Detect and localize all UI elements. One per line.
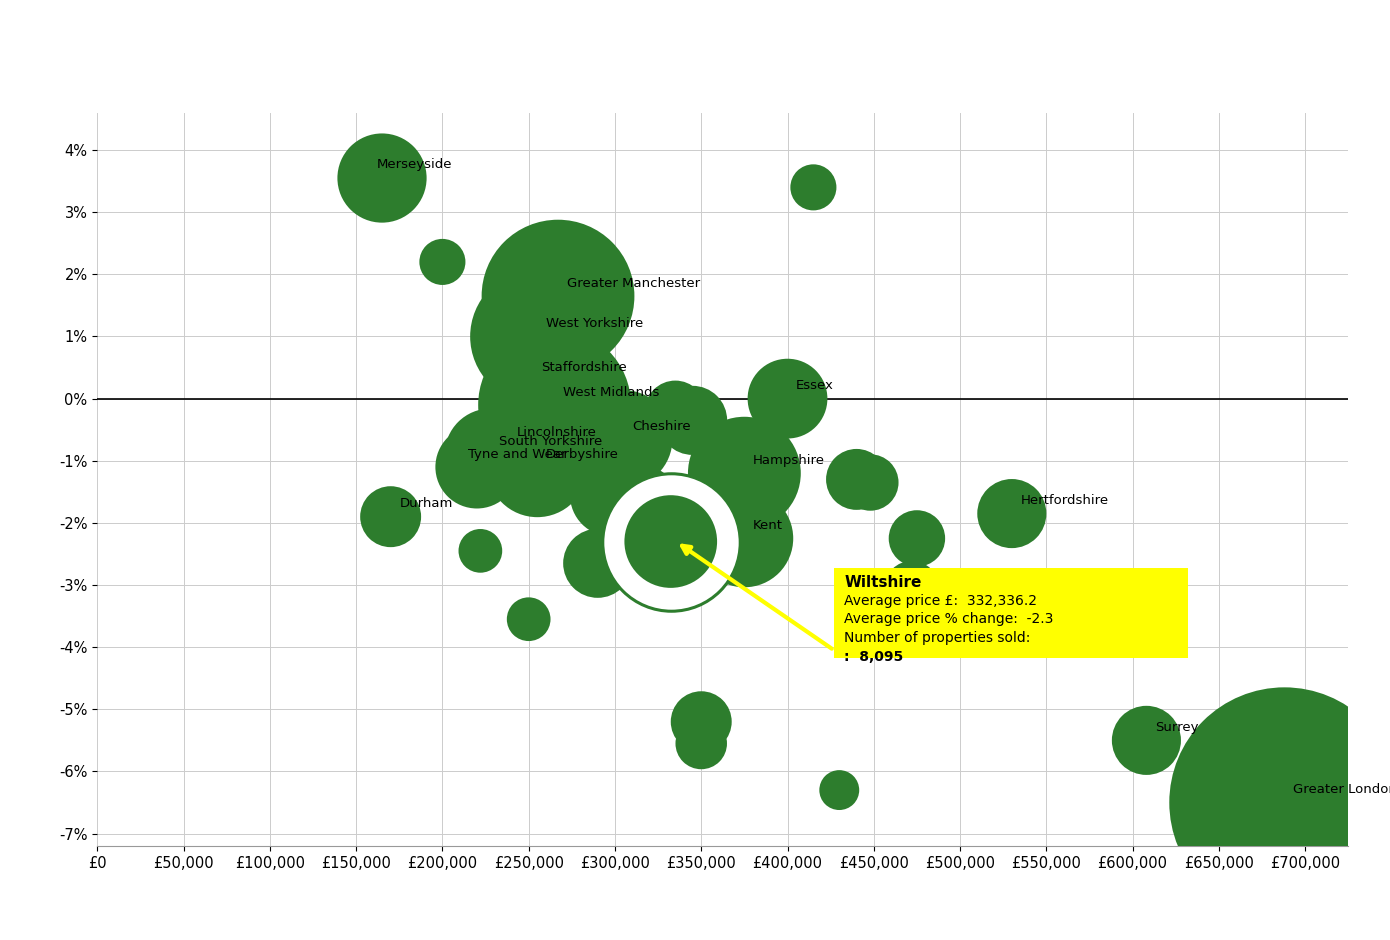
FancyBboxPatch shape: [834, 568, 1188, 658]
Point: [734, 531, 756, 546]
Point: [431, 255, 453, 270]
Point: [845, 472, 867, 487]
Point: [543, 398, 566, 413]
Text: Staffordshire: Staffordshire: [541, 361, 627, 374]
Point: [681, 413, 703, 428]
Point: [1273, 795, 1295, 810]
Text: West Yorkshire: West Yorkshire: [546, 318, 644, 330]
Point: [480, 447, 502, 462]
Point: [1136, 733, 1158, 748]
Point: [777, 391, 799, 406]
Text: Wiltshire: Wiltshire: [845, 575, 922, 590]
Text: Average price £:  332,336.2: Average price £: 332,336.2: [845, 594, 1037, 608]
Point: [1001, 506, 1023, 521]
Point: [527, 460, 549, 475]
Point: [660, 534, 682, 549]
Point: [587, 556, 609, 571]
Text: Greater Manchester: Greater Manchester: [567, 277, 699, 290]
Point: [371, 170, 393, 185]
Text: :  8,095: : 8,095: [845, 650, 904, 664]
Text: Merseyside: Merseyside: [377, 158, 452, 170]
Point: [496, 438, 518, 453]
Point: [600, 488, 623, 503]
Point: [689, 714, 712, 729]
Text: Greater London: Greater London: [1293, 783, 1390, 796]
Point: [517, 612, 539, 627]
Point: [546, 289, 569, 304]
Text: Durham: Durham: [399, 497, 453, 510]
Point: [630, 494, 652, 509]
Point: [734, 465, 756, 480]
Point: [901, 581, 923, 596]
Point: [466, 460, 488, 475]
Text: Essex: Essex: [796, 380, 834, 392]
Text: West Midlands: West Midlands: [563, 385, 660, 399]
Point: [664, 403, 687, 418]
Text: Cheshire: Cheshire: [632, 420, 691, 432]
Text: Number of properties sold:: Number of properties sold:: [845, 631, 1031, 645]
Point: [379, 509, 402, 525]
Point: [689, 736, 712, 751]
Point: [859, 475, 881, 490]
Text: South Yorkshire: South Yorkshire: [499, 435, 603, 448]
Text: Derbyshire: Derbyshire: [546, 447, 619, 461]
Point: [527, 329, 549, 344]
Point: [660, 534, 682, 549]
Text: Hertfordshire: Hertfordshire: [1020, 494, 1109, 508]
Point: [828, 783, 851, 798]
Point: [802, 180, 824, 195]
Text: Lincolnshire: Lincolnshire: [517, 426, 596, 439]
Point: [906, 531, 929, 546]
Text: Tyne and Wear: Tyne and Wear: [468, 447, 567, 461]
Point: [613, 431, 635, 446]
Text: North Yorkshire: North Yorkshire: [606, 544, 708, 557]
Text: Hampshire: Hampshire: [753, 454, 826, 467]
Text: Surrey: Surrey: [1155, 721, 1198, 734]
Text: Average price % change:  -2.3: Average price % change: -2.3: [845, 612, 1054, 626]
Point: [470, 543, 492, 558]
Text: Kent: Kent: [753, 519, 783, 532]
Point: [521, 372, 543, 387]
